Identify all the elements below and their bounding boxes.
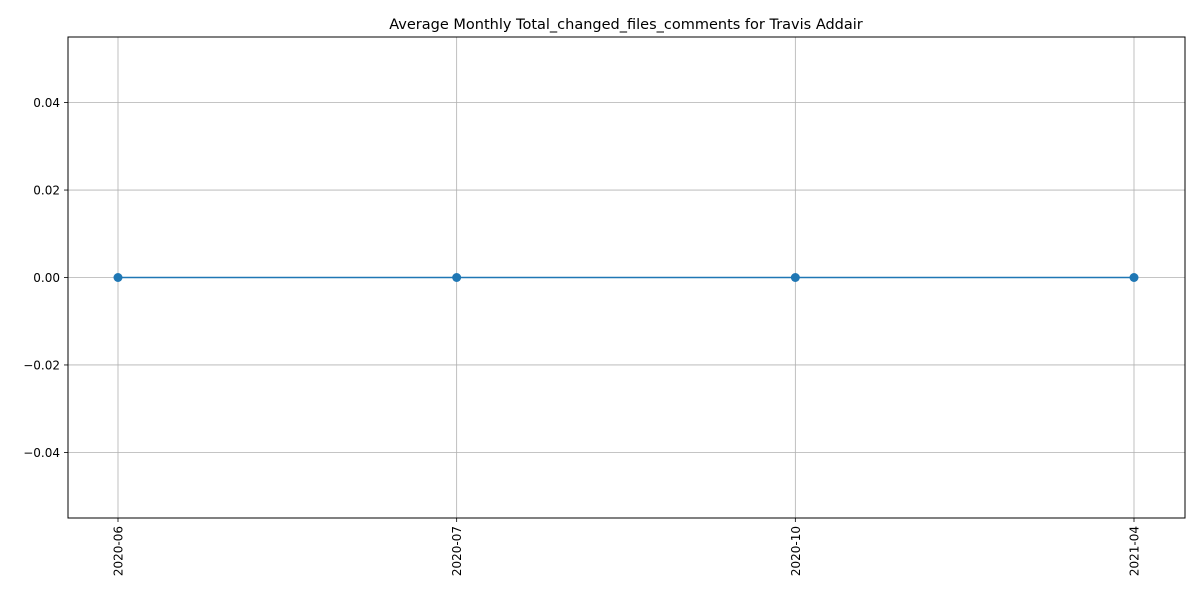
x-axis-ticks: 2020-06 2020-07 2020-10 2021-04 <box>112 518 1142 576</box>
y-tick-label: 0.04 <box>33 96 60 110</box>
x-tick-label: 2020-07 <box>450 526 464 576</box>
data-point <box>452 273 462 282</box>
series-layer <box>113 273 1139 282</box>
y-tick-label: −0.04 <box>23 446 60 460</box>
chart-title: Average Monthly Total_changed_files_comm… <box>389 17 863 33</box>
data-point <box>790 273 800 282</box>
y-tick-label: 0.00 <box>33 271 60 285</box>
y-axis-ticks: −0.04 −0.02 0.00 0.02 0.04 <box>23 96 68 460</box>
x-tick-label: 2020-10 <box>789 526 803 576</box>
x-tick-label: 2020-06 <box>112 526 126 576</box>
y-tick-label: −0.02 <box>23 358 60 372</box>
y-tick-label: 0.02 <box>33 184 60 198</box>
data-point <box>1129 273 1139 282</box>
x-tick-label: 2021-04 <box>1128 526 1142 576</box>
data-point <box>113 273 123 282</box>
